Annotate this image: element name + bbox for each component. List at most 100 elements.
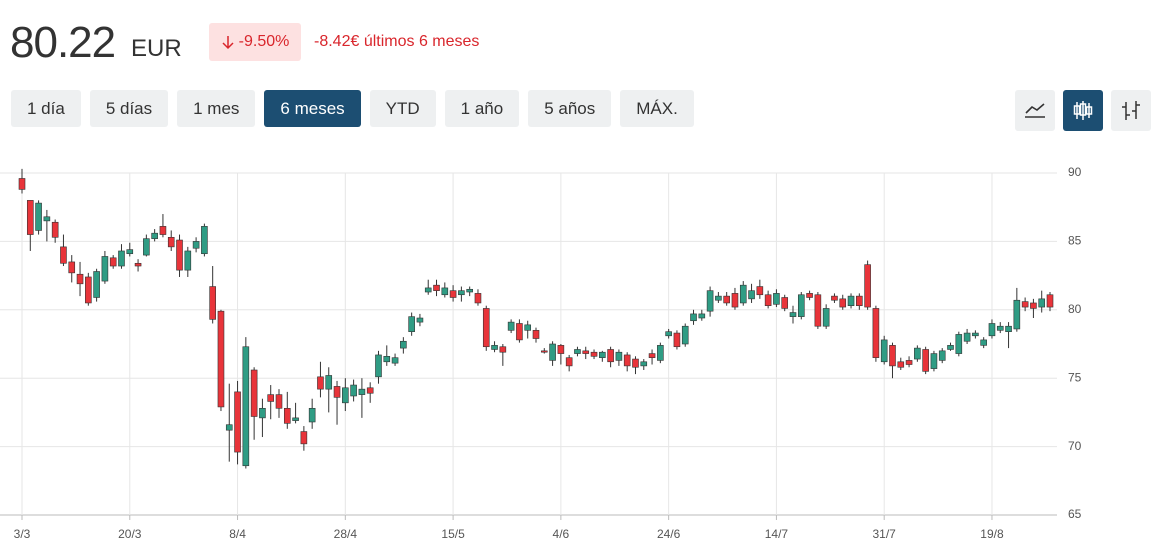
candle-body [184, 250, 192, 271]
candle-body [847, 295, 855, 306]
candle-body [76, 273, 84, 285]
candle-body [797, 294, 805, 317]
candle-body [35, 202, 42, 231]
candle-body [532, 330, 540, 339]
candle-body [599, 351, 606, 358]
candle-body [192, 241, 200, 249]
candle-body [996, 325, 1004, 331]
candle-body [963, 332, 971, 342]
candle-body [342, 387, 349, 404]
candle-body [499, 346, 507, 353]
x-tick-label: 19/8 [980, 527, 1004, 541]
candle-body [68, 261, 76, 274]
x-tick-label: 31/7 [873, 527, 897, 541]
candle-body [632, 358, 639, 368]
candle-body [466, 288, 473, 293]
candle-body [325, 375, 333, 390]
candle-body [955, 334, 963, 354]
range-button[interactable]: YTD [369, 90, 436, 127]
candle-body [773, 293, 780, 305]
candle-body [283, 407, 291, 424]
line-chart-button[interactable] [1015, 90, 1055, 131]
candle-body [681, 325, 689, 345]
range-button[interactable]: 1 año [444, 90, 520, 127]
candle-body [350, 384, 357, 397]
candle-body [300, 431, 308, 445]
candle-body [234, 391, 241, 453]
x-tick-label: 3/3 [14, 527, 31, 541]
candle-body [574, 349, 581, 354]
range-button[interactable]: 5 días [89, 90, 169, 127]
price: 80.22 [10, 18, 116, 67]
range-button[interactable]: 6 meses [264, 90, 361, 127]
candle-body [880, 339, 888, 363]
candle-body [1005, 325, 1012, 332]
candle-body [673, 332, 681, 348]
candle-body [615, 351, 623, 361]
candle-body [516, 323, 523, 341]
candle-body [333, 386, 341, 398]
candle-body [209, 286, 216, 320]
candle-body [18, 178, 26, 190]
candle-body [275, 394, 283, 409]
candle-body [358, 388, 366, 395]
candle-body [433, 284, 440, 291]
range-button[interactable]: 1 día [11, 90, 81, 127]
candle-body [383, 356, 391, 363]
candle-body [856, 295, 863, 306]
candle-body [118, 250, 125, 267]
candle-body [864, 264, 871, 308]
candle-body [159, 226, 167, 235]
candle-body [85, 276, 92, 304]
candle-body [482, 308, 490, 348]
candle-body [43, 216, 51, 222]
candle-body [806, 293, 813, 298]
y-tick-label: 65 [1068, 507, 1082, 521]
candle-body [648, 353, 656, 358]
candle-body [914, 347, 921, 360]
x-tick-label: 15/5 [441, 527, 465, 541]
candle-chart-button[interactable] [1063, 90, 1103, 131]
candle-body [424, 287, 432, 293]
candle-body [109, 257, 117, 267]
candle-body [308, 407, 316, 423]
candle-body [889, 345, 896, 367]
candle-body [922, 349, 929, 372]
x-tick-label: 4/6 [553, 527, 570, 541]
candle-body [1021, 301, 1029, 308]
candle-body [134, 262, 142, 267]
range-button[interactable]: MÁX. [620, 90, 694, 127]
candle-body [26, 200, 34, 235]
candle-body [781, 297, 789, 309]
candle-body [698, 313, 706, 319]
candle-body [507, 321, 515, 331]
ohlc-chart-button[interactable] [1111, 90, 1151, 131]
y-tick-label: 70 [1068, 439, 1082, 453]
change-pct: -9.50% [238, 33, 290, 50]
x-tick-label: 20/3 [118, 527, 142, 541]
candle-body [905, 360, 913, 365]
candle-body [391, 357, 399, 364]
candle-body [549, 343, 556, 361]
candle-body [250, 369, 258, 417]
candle-body [400, 340, 407, 349]
candle-body [151, 232, 158, 239]
range-button[interactable]: 5 años [528, 90, 612, 127]
candle-body [715, 295, 722, 301]
y-tick-label: 90 [1068, 165, 1082, 179]
candle-body [947, 345, 954, 350]
candle-body [988, 323, 996, 337]
candle-body [225, 424, 233, 431]
candle-body [972, 332, 979, 337]
candle-body [441, 287, 449, 296]
candle-body [1046, 294, 1054, 308]
candle-body [51, 221, 59, 238]
candle-body [872, 308, 880, 358]
x-tick-label: 8/4 [229, 527, 246, 541]
candle-body [474, 293, 482, 304]
candle-body [748, 290, 755, 300]
range-button[interactable]: 1 mes [177, 90, 256, 127]
candle-body [458, 290, 465, 296]
candle-body [126, 249, 134, 255]
